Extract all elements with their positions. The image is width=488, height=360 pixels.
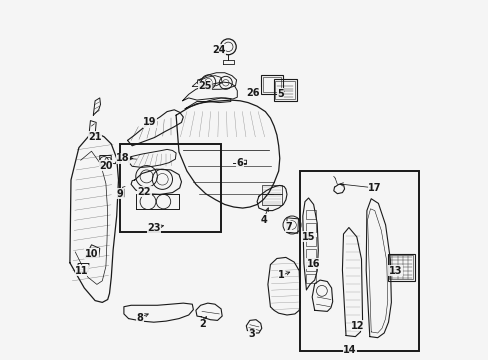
Text: 16: 16 xyxy=(306,258,320,269)
Text: 6: 6 xyxy=(236,158,243,168)
Text: 4: 4 xyxy=(260,215,266,225)
Bar xyxy=(306,274,316,283)
Bar xyxy=(262,77,280,92)
Text: 25: 25 xyxy=(198,81,211,91)
Bar xyxy=(306,210,316,219)
Bar xyxy=(306,237,316,246)
Text: 11: 11 xyxy=(75,266,88,276)
Text: 22: 22 xyxy=(138,186,151,197)
Bar xyxy=(388,255,412,279)
Text: 17: 17 xyxy=(367,183,381,193)
Bar xyxy=(273,79,297,101)
Text: 20: 20 xyxy=(99,161,112,171)
Text: 13: 13 xyxy=(388,266,402,276)
Bar xyxy=(120,144,221,232)
Text: 2: 2 xyxy=(199,319,206,329)
Bar xyxy=(306,262,316,271)
Text: 10: 10 xyxy=(84,249,98,259)
Text: 3: 3 xyxy=(248,329,255,339)
Text: 9: 9 xyxy=(117,189,123,199)
Bar xyxy=(306,249,316,258)
Bar xyxy=(261,185,281,194)
Text: 18: 18 xyxy=(116,153,129,163)
Text: 14: 14 xyxy=(343,345,356,355)
Bar xyxy=(261,194,281,205)
Bar xyxy=(300,171,418,351)
Text: 1: 1 xyxy=(278,270,285,280)
Text: 24: 24 xyxy=(211,45,225,55)
Text: 8: 8 xyxy=(136,312,143,323)
Text: 15: 15 xyxy=(301,232,315,242)
Text: 5: 5 xyxy=(277,89,284,99)
Text: 19: 19 xyxy=(143,117,157,127)
Bar xyxy=(260,75,283,94)
Bar xyxy=(387,254,414,281)
Text: 12: 12 xyxy=(350,321,364,331)
Text: 21: 21 xyxy=(88,132,102,142)
Bar xyxy=(306,223,316,232)
Text: 7: 7 xyxy=(285,222,291,232)
Text: 26: 26 xyxy=(246,88,260,98)
Bar xyxy=(275,81,295,99)
Text: 23: 23 xyxy=(147,222,160,233)
